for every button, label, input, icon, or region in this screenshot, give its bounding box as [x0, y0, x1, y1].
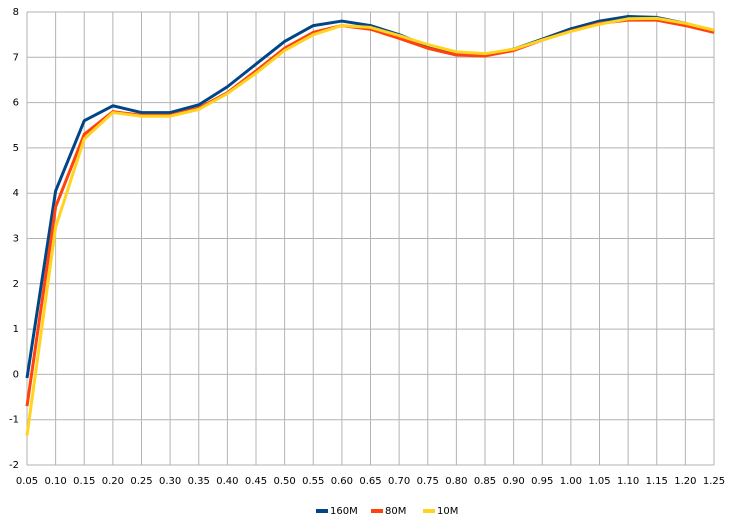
x-tick-label: 0.75: [417, 476, 439, 487]
series-line: [25, 15, 715, 379]
x-tick-label: 0.65: [359, 476, 381, 487]
x-tick-label: 0.40: [216, 476, 238, 487]
x-tick-label: 1.15: [646, 476, 668, 487]
y-tick-label: 1: [13, 324, 19, 335]
y-tick-label: 4: [13, 188, 19, 199]
x-tick-label: 0.95: [531, 476, 553, 487]
x-tick-label: 0.20: [102, 476, 124, 487]
x-tick-label: 1.10: [617, 476, 639, 487]
x-tick-label: 1.00: [560, 476, 582, 487]
x-tick-label: 0.45: [245, 476, 267, 487]
y-tick-label: 3: [13, 234, 19, 245]
x-tick-label: 0.50: [273, 476, 295, 487]
series-line: [25, 16, 715, 436]
legend-label: 80M: [385, 506, 406, 517]
y-tick-label: 8: [13, 7, 19, 18]
legend-label: 160M: [330, 506, 358, 517]
y-tick-label: -2: [9, 460, 19, 471]
x-tick-label: 0.80: [445, 476, 467, 487]
x-tick-label: 0.55: [302, 476, 324, 487]
legend-label: 10M: [437, 506, 458, 517]
x-tick-label: 0.35: [188, 476, 210, 487]
x-tick-label: 0.30: [159, 476, 181, 487]
x-tick-label: 1.20: [674, 476, 696, 487]
y-tick-label: 5: [13, 143, 19, 154]
y-tick-label: -1: [9, 415, 19, 426]
x-tick-label: 0.60: [331, 476, 353, 487]
y-tick-label: 7: [13, 52, 19, 63]
x-tick-label: 1.05: [588, 476, 610, 487]
x-tick-label: 0.85: [474, 476, 496, 487]
y-tick-label: 0: [13, 369, 19, 380]
y-tick-label: 2: [13, 279, 19, 290]
x-tick-label: 0.25: [130, 476, 152, 487]
x-tick-label: 0.05: [16, 476, 38, 487]
x-tick-label: 0.90: [502, 476, 524, 487]
x-tick-label: 0.15: [73, 476, 95, 487]
x-tick-label: 1.25: [703, 476, 725, 487]
x-tick-label: 0.70: [388, 476, 410, 487]
y-tick-label: 6: [13, 98, 19, 109]
x-tick-label: 0.10: [44, 476, 66, 487]
